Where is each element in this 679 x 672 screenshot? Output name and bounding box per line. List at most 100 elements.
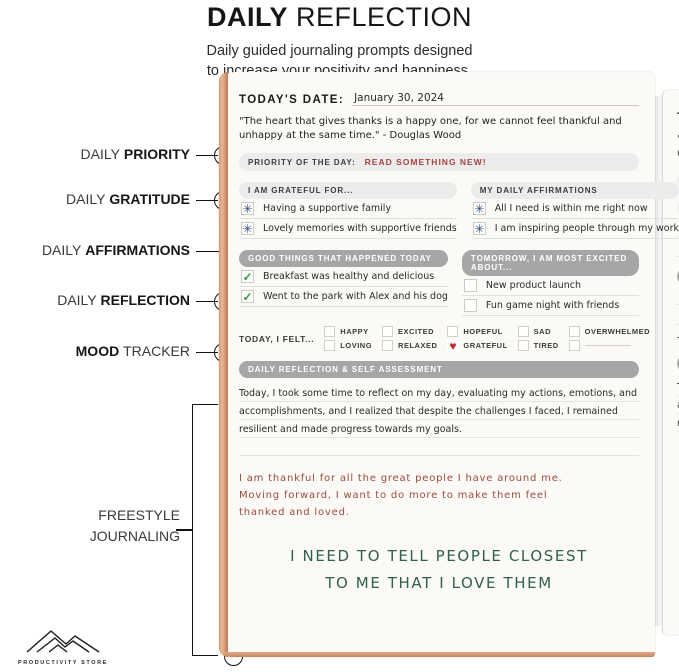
priority-pill[interactable]: PRIORITY OF THE DAY: READ SOMETHING NEW! [239, 153, 639, 171]
daily-quote: "The heart that gives thanks is a happy … [239, 116, 622, 141]
mood-option[interactable]: OVERWHELMED [568, 326, 650, 337]
right-reflection-lines: Today, I took some time to reflect on my… [677, 378, 679, 432]
right-good-things-item: ✓ Went to the park with Alex and his dog [677, 305, 679, 325]
priority-label: PRIORITY OF THE DAY: [248, 157, 356, 167]
reflection-line: Today, I took some time to reflect on my… [239, 384, 639, 402]
mood-option[interactable]: TIRED [517, 340, 559, 351]
checkbox-unchecked-icon[interactable] [517, 340, 529, 351]
date-row: TODAY'S DATE: January 30, 2024 [239, 92, 639, 106]
mood-column: EXCITED RELAXED [382, 326, 437, 351]
journal-content: TODAY'S DATE: January 30, 2024 "The hear… [239, 92, 679, 597]
right-priority-pill: PRIORITY OF THE DAY: READ SOMETHING NEW! [677, 171, 679, 189]
checkbox-unchecked-icon[interactable] [463, 279, 477, 292]
mood-option-selected[interactable]: ♥ GRATEFUL [447, 338, 508, 353]
callout-daily-priority: DAILY PRIORITY [10, 146, 190, 162]
mood-tracker-label: TODAY, I FELT... [239, 333, 315, 344]
mood-option[interactable]: RELAXED [382, 340, 437, 351]
affirmations-header: MY DAILY AFFIRMATIONS [470, 182, 679, 199]
mood-option-blank[interactable] [568, 340, 650, 351]
right-priority-bar: PRIORITY OF THE DAY: READ SOMETHING NEW! [677, 171, 679, 189]
priority-row: PRIORITY OF THE DAY: READ SOMETHING NEW! [239, 153, 639, 171]
mood-option-label: TIRED [533, 341, 559, 350]
gratitude-affirmations-row: I AM GRATEFUL FOR... ✳ Having a supporti… [239, 182, 679, 239]
mood-option[interactable]: LOVING [324, 340, 372, 351]
right-gratitude-header: I AM GRATEFUL FOR... [677, 200, 679, 217]
mood-option[interactable]: EXCITED [382, 326, 437, 337]
heart-icon[interactable]: ♥ [447, 338, 459, 353]
leader-line-mood [196, 352, 218, 353]
right-gratitude-item: ✳ Having a supportive family [677, 217, 679, 237]
good-things-item-text: Breakfast was healthy and delicious [263, 271, 435, 282]
callout-mood-tracker: MOOD TRACKER [10, 343, 190, 359]
page-title-light: REFLECTION [296, 2, 473, 32]
freestyle-red-line: thanked and loved. [239, 507, 350, 518]
callout-daily-affirmations-light: DAILY [41, 242, 82, 258]
mountain-icon [26, 630, 100, 653]
mood-option-label: RELAXED [398, 341, 438, 350]
list-item[interactable]: Fun game night with friends [461, 296, 639, 316]
reflection-lines[interactable]: Today, I took some time to reflect on my… [239, 384, 639, 456]
right-date-label: TODAY'S DATE: [677, 112, 679, 124]
checkbox-unchecked-icon[interactable] [447, 326, 459, 337]
reflection-header: DAILY REFLECTION & SELF ASSESSMENT [239, 361, 639, 378]
star-icon: ✳ [241, 201, 254, 216]
callout-freestyle-line-2: JOURNALING [89, 528, 180, 544]
callout-daily-gratitude: DAILY GRATITUDE [10, 191, 190, 207]
right-reflection-line: resilient and made progress towards my g… [677, 414, 679, 432]
list-item[interactable]: ✳ All I need is within me right now [470, 199, 679, 219]
checkbox-unchecked-icon[interactable] [568, 340, 580, 351]
mood-option-label: HAPPY [340, 327, 369, 336]
right-mood-row: TODAY, I FELT... [677, 335, 679, 345]
checkbox-unchecked-icon[interactable] [382, 340, 394, 351]
list-item[interactable]: ✳ I am inspiring people through my work [470, 219, 679, 239]
mood-option-label: HOPEFUL [463, 327, 503, 336]
checkbox-unchecked-icon[interactable] [324, 340, 336, 351]
gratitude-item-text: Lovely memories with supportive friends [263, 223, 457, 234]
affirmation-item-text: I am inspiring people through my work [494, 223, 679, 234]
mood-option-label: LOVING [340, 341, 373, 350]
brand-logo: PRODUCTIVITY STORE [8, 628, 118, 666]
reflection-line: resilient and made progress towards my g… [239, 420, 639, 438]
mood-column: SAD TIRED [517, 326, 559, 351]
right-good-things-header: GOOD THINGS THAT HAPPENED TODAY [677, 268, 679, 285]
mood-option[interactable]: HAPPY [324, 326, 372, 337]
right-reflection-line: accomplishments, and I realized that des… [677, 396, 679, 414]
checkbox-unchecked-icon[interactable] [463, 299, 477, 312]
mood-tracker: TODAY, I FELT... HAPPY LOVING [239, 326, 650, 353]
mood-option-label: GRATEFUL [463, 341, 508, 350]
checkbox-unchecked-icon[interactable] [382, 326, 394, 337]
journal-spine-edge [219, 72, 228, 657]
page-subtitle-line-1: Daily guided journaling prompts designed [206, 43, 473, 59]
list-item[interactable]: New product launch [461, 276, 639, 296]
check-icon[interactable]: ✓ [241, 269, 254, 284]
checkbox-unchecked-icon[interactable] [517, 326, 529, 337]
mood-column: OVERWHELMED [568, 326, 650, 351]
list-item[interactable]: ✓ Breakfast was healthy and delicious [239, 267, 448, 287]
leader-line-gratitude [196, 200, 218, 201]
list-item[interactable]: ✳ Having a supportive family [239, 199, 457, 219]
list-item[interactable]: ✳ Lovely memories with supportive friend… [239, 219, 457, 239]
good-things-header: GOOD THINGS THAT HAPPENED TODAY [239, 250, 448, 267]
freestyle-green-block: I NEED TO TELL PEOPLE CLOSEST TO ME THAT… [239, 543, 639, 597]
right-quote: "The heart that gives thanks is a happy … [677, 133, 679, 161]
checkbox-unchecked-icon[interactable] [568, 326, 580, 337]
tomorrow-column: TOMORROW, I AM MOST EXCITED ABOUT... New… [461, 250, 639, 316]
right-gratitude-item: ✳ Lovely memories with supportive friend… [677, 237, 679, 257]
right-reflection-line: Today, I took some time to reflect on my… [677, 378, 679, 396]
mood-custom-field[interactable] [584, 345, 631, 346]
callout-daily-gratitude-bold: GRATITUDE [109, 191, 190, 207]
freestyle-green-line: TO ME THAT I LOVE THEM [325, 574, 553, 592]
right-good-things-item: ✓ Breakfast was healthy and delicious [677, 285, 679, 305]
star-icon: ✳ [472, 201, 486, 216]
affirmation-item-text: All I need is within me right now [494, 203, 648, 214]
mood-column: HAPPY LOVING [324, 326, 372, 351]
journal-book: TODAY'S DATE: January 30, 2024 "The hear… [219, 72, 679, 657]
check-icon[interactable]: ✓ [241, 289, 254, 304]
right-mood-label: TODAY, I FELT... [677, 335, 679, 345]
checkbox-unchecked-icon[interactable] [324, 326, 336, 337]
list-item[interactable]: ✓ Went to the park with Alex and his dog [239, 287, 448, 307]
page-gutter-shadow [655, 96, 663, 626]
mood-option[interactable]: SAD [517, 326, 559, 337]
mood-option[interactable]: HOPEFUL [447, 326, 507, 337]
date-value-field[interactable]: January 30, 2024 [352, 92, 639, 106]
